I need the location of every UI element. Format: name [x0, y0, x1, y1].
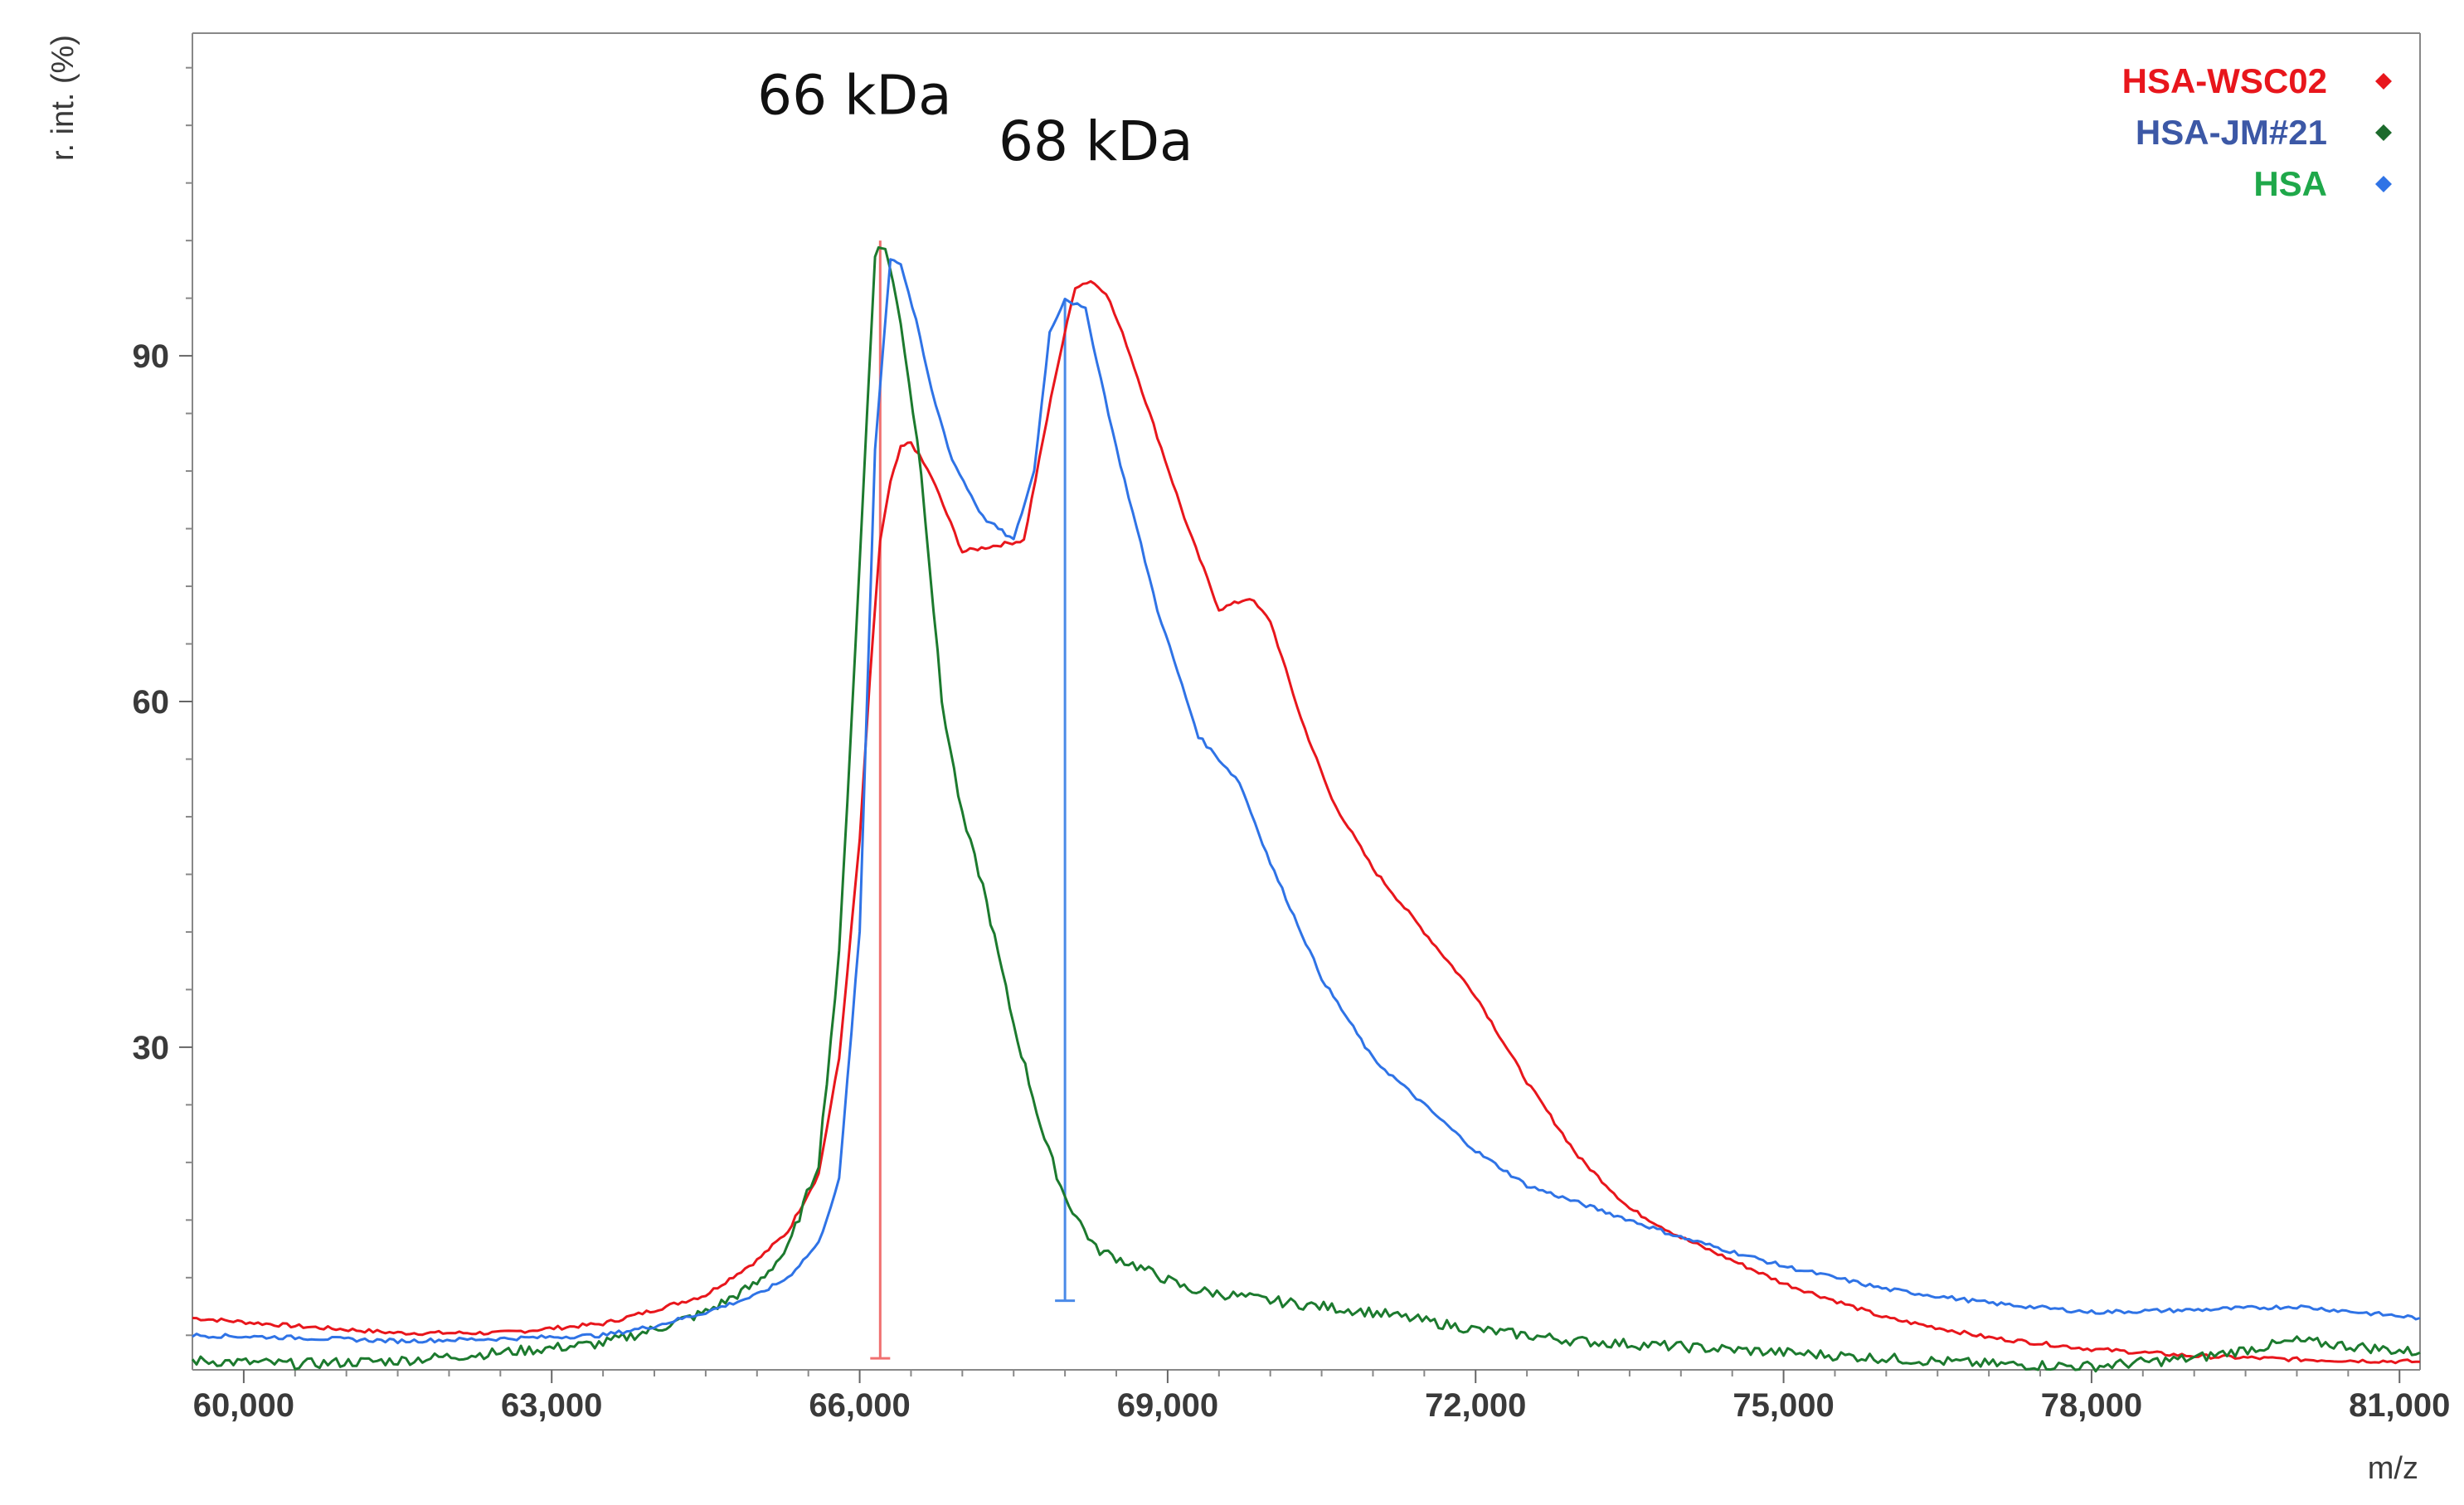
y-tick-label: 90 [133, 338, 170, 375]
y-tick-label: 30 [133, 1030, 170, 1066]
legend-marker [2375, 124, 2392, 141]
x-tick-label: 81,000 [2349, 1387, 2450, 1424]
legend-marker [2375, 176, 2392, 192]
x-tick-label: 78,000 [2041, 1387, 2142, 1424]
legend-marker [2375, 73, 2392, 90]
series-line [192, 258, 2421, 1345]
peak-annotation: 68 kDa [999, 109, 1193, 173]
x-tick-label: 69,000 [1117, 1387, 1218, 1424]
legend-label: HSA [2253, 164, 2327, 203]
y-tick-label: 60 [133, 684, 170, 721]
x-tick-label: 66,000 [809, 1387, 910, 1424]
x-tick-label: 72,000 [1425, 1387, 1526, 1424]
x-tick-label: 63,000 [501, 1387, 602, 1424]
x-tick-label: 75,000 [1733, 1387, 1834, 1424]
legend-label: HSA-JM#21 [2136, 113, 2327, 152]
series-line [191, 245, 2421, 1373]
x-tick-label: 60,000 [193, 1387, 294, 1424]
series-line [192, 279, 2421, 1365]
peak-annotation: 66 kDa [757, 63, 951, 127]
legend-label: HSA-WSC02 [2122, 61, 2327, 100]
x-axis-label: m/z [2368, 1451, 2418, 1486]
y-axis-label: r. int. (%) [46, 35, 80, 161]
